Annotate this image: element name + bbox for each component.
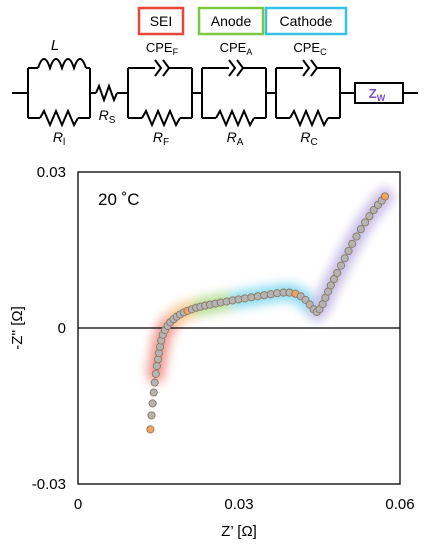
data-point xyxy=(356,225,365,234)
tick-labels: 0 0.03 0.06 0.03 0 -0.03 xyxy=(32,164,415,513)
cpe-a-symbol xyxy=(228,59,245,77)
inductor-coil xyxy=(37,58,87,72)
label-warburg: ZW xyxy=(369,86,386,103)
data-point xyxy=(361,218,370,227)
data-point xyxy=(247,293,256,302)
label-rs: RS xyxy=(99,107,116,126)
tag-cathode-label: Cathode xyxy=(280,13,333,29)
group-tags: SEI Anode Cathode xyxy=(137,6,348,36)
temperature-annotation: 20 ˚C xyxy=(98,190,140,209)
tag-sei-box xyxy=(137,6,185,36)
data-point xyxy=(260,291,269,300)
nyquist-plot: 0 0.03 0.06 0.03 0 -0.03 20 ˚C Z’ [Ω] -Z'' [Ω… xyxy=(9,164,415,540)
data-point xyxy=(352,232,361,241)
y-axis-label: -Z'' [Ω] xyxy=(9,306,26,350)
data-point xyxy=(336,261,346,270)
tag-anode-box xyxy=(197,6,265,36)
x-tick-label: 0 xyxy=(74,496,82,513)
tag-anode-label: Anode xyxy=(211,13,252,29)
resistor-rf xyxy=(141,108,181,128)
data-point xyxy=(148,399,157,408)
data-point xyxy=(329,275,339,284)
label-cpe-a: CPEA xyxy=(220,40,253,57)
resistor-rl xyxy=(39,108,79,128)
region-bands xyxy=(146,187,394,383)
resistor-rc xyxy=(289,108,329,128)
label-cpe-c: CPEC xyxy=(293,40,327,57)
data-point xyxy=(150,378,159,387)
data-markers xyxy=(146,192,390,434)
y-tick-label: 0.03 xyxy=(37,164,66,181)
data-point xyxy=(151,369,160,378)
data-point xyxy=(149,388,158,397)
resistor-ra xyxy=(215,108,255,128)
tag-cathode-box xyxy=(264,6,348,36)
x-tick-label: 0.06 xyxy=(385,496,414,513)
data-point xyxy=(380,192,390,201)
label-ra: RA xyxy=(227,129,244,148)
equivalent-circuit xyxy=(12,58,418,128)
x-axis-label: Z’ [Ω] xyxy=(221,523,257,540)
data-point xyxy=(152,361,161,371)
data-point xyxy=(326,281,335,290)
component-labels: L Rl RS RF RA RC CPEF CPEA CPEC ZW xyxy=(51,37,386,148)
y-tick-label: 0 xyxy=(58,320,66,337)
data-point xyxy=(365,212,374,221)
label-cpe-f: CPEF xyxy=(146,40,179,57)
label-l: L xyxy=(51,37,59,54)
label-rf: RF xyxy=(153,129,169,148)
data-point xyxy=(147,411,156,420)
data-point xyxy=(146,425,155,434)
data-point xyxy=(333,268,342,277)
label-rc: RC xyxy=(300,129,317,148)
resistor-rs xyxy=(95,83,118,103)
y-tick-label: -0.03 xyxy=(32,476,66,493)
x-tick-label: 0.03 xyxy=(224,496,253,513)
tag-sei-label: SEI xyxy=(150,13,173,29)
data-point xyxy=(340,254,349,263)
data-point xyxy=(344,246,353,256)
cpe-c-symbol xyxy=(302,59,319,77)
cpe-f-symbol xyxy=(154,59,171,77)
label-rl: Rl xyxy=(53,129,65,148)
data-point xyxy=(369,205,378,215)
data-point xyxy=(348,239,357,248)
